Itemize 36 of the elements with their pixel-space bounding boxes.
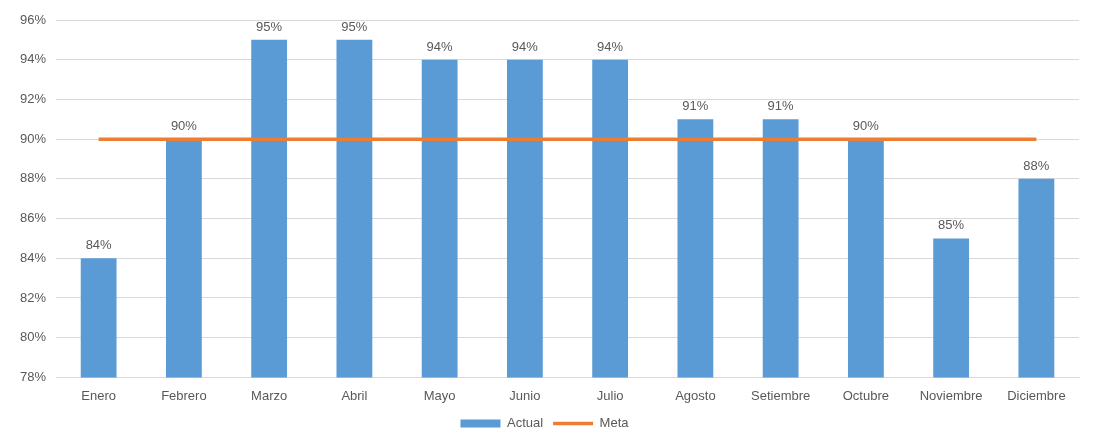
y-tick-label: 78% bbox=[19, 368, 47, 384]
x-tick-label: Agosto bbox=[675, 387, 716, 403]
legend-label: Actual bbox=[506, 415, 544, 431]
x-tick-label: Junio bbox=[509, 387, 541, 403]
x-tick-label: Noviembre bbox=[919, 387, 983, 403]
data-label: 88% bbox=[1023, 157, 1050, 173]
x-tick-label: Enero bbox=[81, 387, 116, 403]
data-label: 91% bbox=[682, 98, 709, 114]
x-tick-label: Mayo bbox=[423, 387, 456, 403]
x-tick-label: Julio bbox=[596, 387, 624, 403]
x-tick-label: Marzo bbox=[251, 387, 288, 403]
data-label: 84% bbox=[85, 237, 113, 253]
data-label: 94% bbox=[426, 38, 454, 54]
x-tick-label: Abril bbox=[341, 387, 368, 403]
data-label: 95% bbox=[256, 18, 283, 34]
y-tick-label: 90% bbox=[19, 130, 47, 146]
y-tick-label: 84% bbox=[19, 249, 47, 265]
data-label: 94% bbox=[511, 38, 539, 54]
y-tick-label: 86% bbox=[19, 210, 47, 226]
data-label: 90% bbox=[852, 118, 880, 134]
data-label: 91% bbox=[767, 98, 795, 114]
x-tick-label: Octubre bbox=[842, 387, 889, 403]
legend-label: Meta bbox=[599, 415, 630, 431]
x-tick-label: Setiembre bbox=[751, 387, 811, 403]
data-label: 90% bbox=[170, 118, 198, 134]
data-label: 85% bbox=[938, 217, 965, 233]
y-tick-label: 96% bbox=[19, 11, 47, 27]
data-label: 95% bbox=[341, 18, 368, 34]
y-tick-label: 88% bbox=[19, 170, 47, 186]
x-tick-label: Diciembre bbox=[1007, 387, 1066, 403]
data-label: 94% bbox=[597, 38, 624, 54]
y-tick-label: 80% bbox=[19, 329, 47, 345]
x-tick-label: Febrero bbox=[161, 387, 207, 403]
y-tick-label: 82% bbox=[19, 289, 47, 305]
y-tick-label: 92% bbox=[19, 91, 47, 106]
y-tick-label: 94% bbox=[19, 51, 47, 67]
